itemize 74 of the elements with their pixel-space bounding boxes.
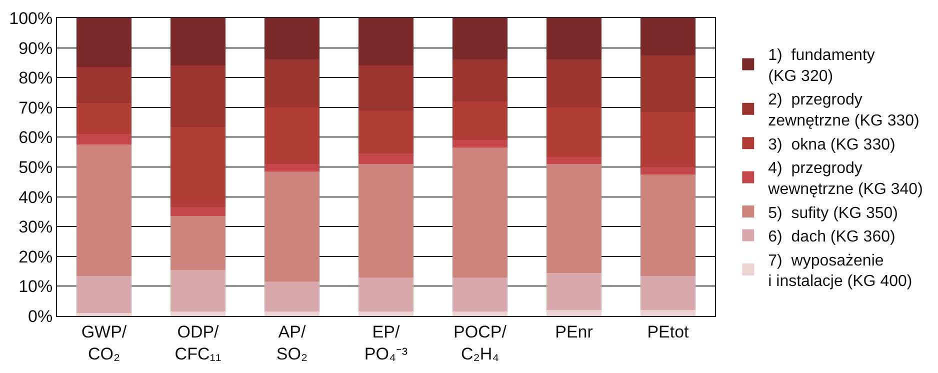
- y-tick-label: 20%: [18, 247, 53, 266]
- y-tick-label: 40%: [18, 188, 53, 207]
- x-tick-label: GWP/ CO₂: [81, 322, 127, 364]
- bar: [76, 134, 132, 145]
- bar: [76, 67, 132, 103]
- bar: [358, 66, 414, 110]
- bar: [264, 164, 320, 172]
- bar: [452, 101, 508, 140]
- bar: [76, 276, 132, 314]
- bar: [170, 207, 226, 216]
- y-tick-label: 80%: [18, 68, 53, 88]
- legend-label: 6) dach (KG 360): [768, 228, 896, 246]
- bar: [76, 144, 132, 276]
- bar: [358, 154, 414, 164]
- y-tick-label: 90%: [18, 38, 53, 58]
- bar: [640, 112, 696, 167]
- y-tick-label: 0%: [28, 306, 53, 326]
- bar: [358, 312, 414, 316]
- bar: [76, 313, 132, 316]
- bar: [546, 18, 602, 60]
- legend-label: 7) wyposażenie i instalacje (KG 400): [768, 252, 912, 290]
- bar: [264, 60, 320, 108]
- bar: [264, 282, 320, 312]
- y-tick-label: 10%: [18, 277, 53, 296]
- bar: [546, 310, 602, 316]
- bar: [358, 110, 414, 154]
- bar: [264, 312, 320, 316]
- x-tick-label: PEtot: [647, 322, 690, 342]
- y-tick-label: 50%: [18, 158, 53, 177]
- x-tick-label: ODP/ CFC₁₁: [174, 322, 222, 364]
- y-tick-label: 30%: [18, 218, 53, 237]
- bar: [452, 312, 508, 316]
- bar: [170, 216, 226, 270]
- bar: [546, 164, 602, 273]
- y-tick-label: 60%: [18, 128, 53, 148]
- bar: [452, 140, 508, 148]
- bar: [640, 167, 696, 174]
- bar: [452, 60, 508, 102]
- legend-label: 1) fundamenty (KG 320): [768, 47, 875, 85]
- x-tick-label: POCP/ C₂H₄: [454, 322, 507, 364]
- bar: [170, 126, 226, 208]
- bar: [640, 276, 696, 310]
- bar: [452, 148, 508, 278]
- legend-label: 2) przegrody zewnętrzne (KG 330): [768, 92, 920, 130]
- bar: [358, 277, 414, 312]
- bar: [546, 156, 602, 164]
- bar: [76, 102, 132, 134]
- bar: [170, 270, 226, 312]
- bar: [452, 277, 508, 312]
- legend-label: 5) sufity (KG 350): [768, 204, 898, 222]
- bar: [640, 18, 696, 56]
- bar: [170, 18, 226, 66]
- bar: [264, 171, 320, 282]
- bar: [264, 18, 320, 60]
- bar: [170, 312, 226, 316]
- bar: [546, 272, 602, 310]
- y-tick-label: 100%: [9, 8, 53, 28]
- bar: [170, 66, 226, 127]
- y-tick-label: 70%: [18, 98, 53, 118]
- legend-label: 4) przegrody wewnętrzne (KG 340): [767, 160, 923, 198]
- bar: [546, 107, 602, 157]
- bar: [640, 310, 696, 316]
- x-tick-label: EP/ PO₄⁻³: [364, 322, 408, 364]
- bar: [546, 60, 602, 108]
- bar: [358, 164, 414, 278]
- x-tick-label: PEnr: [555, 322, 594, 342]
- bar: [640, 174, 696, 276]
- bar: [264, 107, 320, 164]
- legend-label: 3) okna (KG 330): [768, 136, 896, 154]
- bar: [358, 18, 414, 66]
- x-tick-label: AP/ SO₂: [276, 322, 308, 364]
- bar: [640, 55, 696, 112]
- bar: [452, 18, 508, 60]
- bar: [76, 18, 132, 68]
